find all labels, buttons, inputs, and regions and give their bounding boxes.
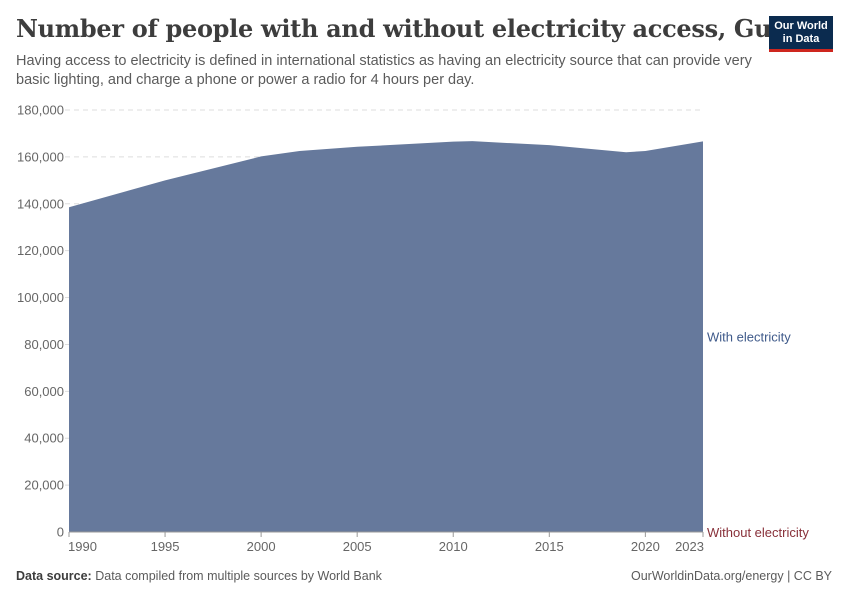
x-tick-label: 2005	[343, 539, 372, 554]
x-tick-label: 1990	[68, 539, 97, 554]
y-tick-label: 0	[57, 525, 64, 540]
y-tick-label: 80,000	[24, 337, 64, 352]
chart-subtitle: Having access to electricity is defined …	[16, 53, 752, 88]
series-label-without-electricity: Without electricity	[707, 525, 809, 540]
axes: 0 20,000 40,000 60,000 80,000 100,000 120,000 1…	[17, 103, 704, 555]
x-tick-label: 2020	[631, 539, 660, 554]
y-tick-label: 100,000	[17, 290, 64, 305]
series-labels: With electricity Without electricity	[707, 330, 809, 540]
x-tick-label: 2023	[675, 539, 704, 554]
x-tick-label: 2000	[247, 539, 276, 554]
x-tick-label: 1995	[151, 539, 180, 554]
data-source-label: Data source:	[16, 569, 92, 583]
owid-logo[interactable]: Our World in Data	[769, 16, 833, 52]
area-series-0[interactable]	[69, 141, 703, 532]
x-tick-label: 2010	[439, 539, 468, 554]
y-tick-label: 40,000	[24, 431, 64, 446]
data-source: Data source: Data compiled from multiple…	[16, 569, 382, 583]
logo-line-2: in Data	[782, 33, 820, 45]
x-tick-label: 2015	[535, 539, 564, 554]
y-tick-label: 20,000	[24, 478, 64, 493]
data-source-text: Data compiled from multiple sources by W…	[95, 569, 382, 583]
y-tick-label: 60,000	[24, 384, 64, 399]
areas	[69, 141, 703, 532]
series-label-with-electricity: With electricity	[707, 330, 791, 345]
logo-line-1: Our World	[774, 20, 828, 32]
source-url-link[interactable]: OurWorldinData.org/energy | CC BY	[630, 569, 832, 583]
y-tick-label: 160,000	[17, 149, 64, 164]
y-tick-label: 120,000	[17, 243, 64, 258]
y-tick-label: 140,000	[17, 196, 64, 211]
y-tick-label: 180,000	[17, 103, 64, 118]
chart-title: Number of people with and without electr…	[16, 14, 812, 43]
